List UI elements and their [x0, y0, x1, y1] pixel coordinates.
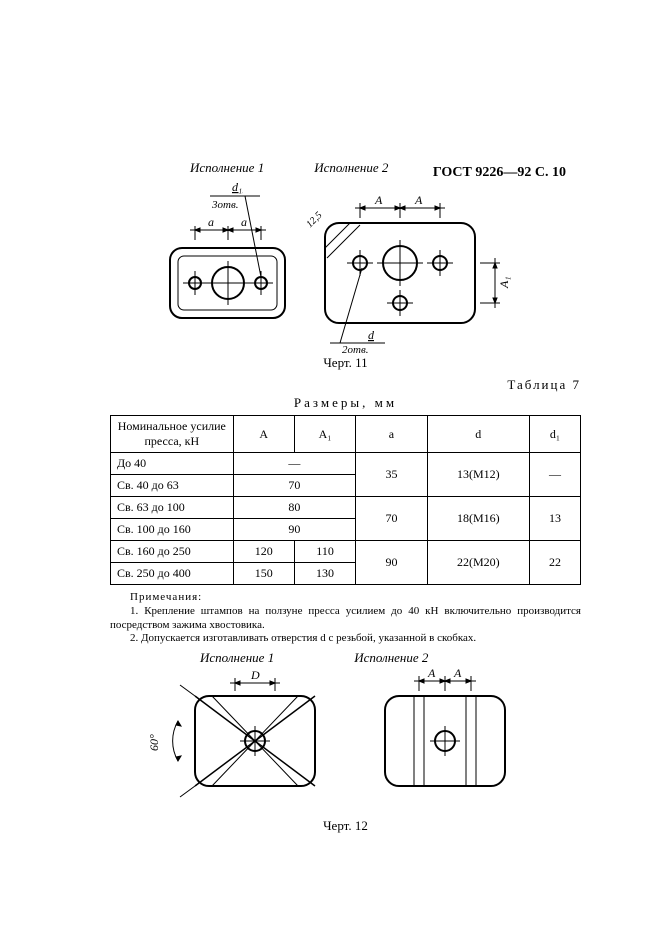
dimensions-table: Номинальное усилие пресса, кН A A₁ a d d…	[110, 415, 581, 585]
figure-12: D 60° A	[110, 666, 581, 816]
dim-A2-r: A	[453, 666, 462, 680]
dim-d1: d₁	[232, 180, 242, 194]
table-row: До 40 — 35 13(М12) —	[111, 453, 581, 475]
dim-d: d	[368, 328, 375, 342]
fig2-isp2-label: Исполнение 2	[354, 650, 428, 666]
slope-label: 12,5	[304, 210, 324, 230]
dim-A2-l: A	[427, 666, 436, 680]
table-row: Св. 63 до 100 80 70 18(М16) 13	[111, 497, 581, 519]
th-3: a	[356, 416, 428, 453]
fig2-isp1-label: Исполнение 1	[200, 650, 274, 666]
dim-A-l: A	[374, 193, 383, 207]
table-label: Таблица 7	[110, 377, 581, 393]
fig11-caption: Черт. 11	[110, 355, 581, 371]
note-3otv: 3отв.	[211, 199, 238, 211]
th-2: A₁	[294, 416, 355, 453]
note-2otv: 2отв.	[342, 344, 368, 353]
fig1-isp1-label: Исполнение 1	[190, 160, 264, 176]
dim-A1: A₁	[497, 276, 511, 289]
th-0: Номинальное усилие пресса, кН	[111, 416, 234, 453]
fig1-isp2-label: Исполнение 2	[314, 160, 388, 176]
figure-11: a a d₁ 3отв.	[110, 178, 581, 353]
th-1: A	[233, 416, 294, 453]
th-4: d	[427, 416, 529, 453]
dim-a2: a	[241, 215, 247, 229]
dim-A-r: A	[414, 193, 423, 207]
dim-a1: a	[208, 215, 214, 229]
table-title: Размеры, мм	[110, 395, 581, 411]
fig12-caption: Черт. 12	[110, 818, 581, 834]
dim-D: D	[250, 668, 260, 682]
table-row: Св. 160 до 250 120 110 90 22(М20) 22	[111, 541, 581, 563]
notes: Примечания: 1. Крепление штампов на полз…	[110, 591, 581, 646]
th-5: d₁	[529, 416, 580, 453]
dim-60deg: 60°	[147, 734, 161, 751]
